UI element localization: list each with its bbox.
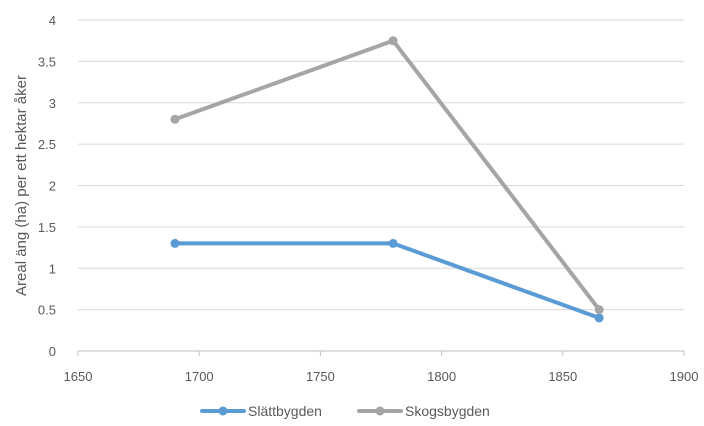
axes (77, 350, 685, 356)
y-tick-label: 0 (49, 344, 56, 359)
y-tick-label: 2.5 (38, 137, 56, 152)
y-tick-label: 4 (49, 13, 56, 28)
x-tick-label: 1850 (548, 369, 577, 384)
data-point-skogsbygden-1 (388, 36, 398, 46)
data-point-slättbygden-2 (594, 313, 604, 323)
legend-label: Skogsbygden (405, 403, 490, 419)
y-tick-label: 1 (49, 261, 56, 276)
legend: Slättbygden Skogsbygden (200, 403, 490, 419)
y-tick-label: 2 (49, 179, 56, 194)
data-point-skogsbygden-0 (170, 114, 180, 124)
y-tick-labels: 0 0.5 1 1.5 2 2.5 3 3.5 4 (38, 13, 56, 359)
x-tick-labels: 1650 1700 1750 1800 1850 1900 (64, 369, 699, 384)
series (170, 36, 604, 323)
y-tick-label: 1.5 (38, 220, 56, 235)
data-point-slättbygden-1 (388, 238, 398, 248)
legend-label: Slättbygden (248, 403, 322, 419)
y-tick-label: 0.5 (38, 303, 56, 318)
data-point-slättbygden-0 (170, 238, 180, 248)
series-line-slättbygden (172, 241, 602, 320)
x-tick-label: 1900 (670, 369, 699, 384)
series-line-skogsbygden (172, 38, 602, 312)
y-tick-label: 3 (49, 96, 56, 111)
data-point-skogsbygden-2 (594, 305, 604, 315)
x-tick-label: 1700 (185, 369, 214, 384)
y-axis-title: Areal äng (ha) per ett hektar åker (13, 75, 30, 296)
x-tick-label: 1750 (306, 369, 335, 384)
x-tick-label: 1800 (427, 369, 456, 384)
y-tick-label: 3.5 (38, 54, 56, 69)
legend-swatch-marker (218, 406, 228, 416)
legend-swatch-marker (375, 406, 385, 416)
gridlines (78, 19, 684, 311)
x-tick-label: 1650 (64, 369, 93, 384)
